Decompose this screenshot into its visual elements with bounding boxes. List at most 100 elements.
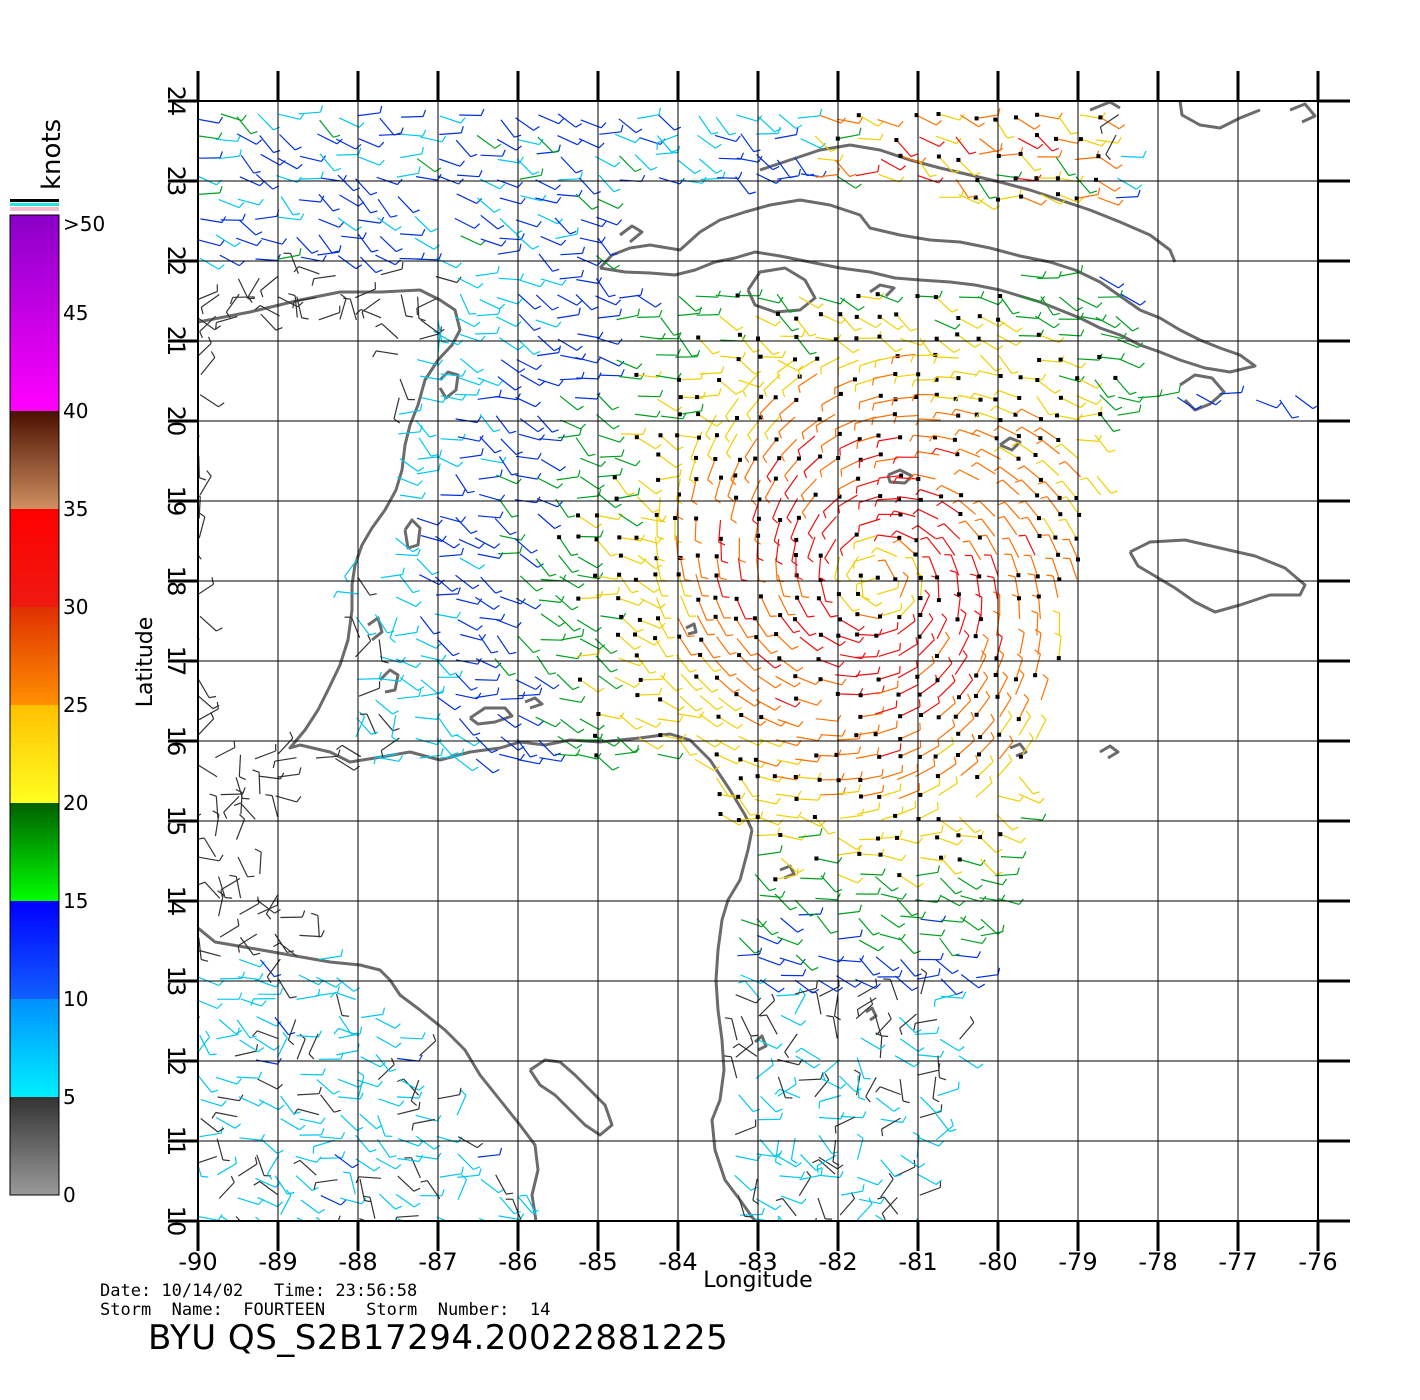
wind-barb (575, 193, 593, 210)
wind-barb (957, 877, 977, 890)
wind-barb-feather (800, 494, 806, 502)
wind-barb (937, 1055, 940, 1078)
x-tick-label: -80 (978, 1248, 1017, 1276)
wind-barb (475, 596, 495, 610)
wind-barb-feather (807, 533, 814, 540)
rain-flag-dot (714, 554, 719, 559)
wind-barb (954, 655, 968, 675)
wind-barb (218, 894, 224, 917)
wind-barb-feather (601, 220, 607, 227)
wind-barb-feather (689, 669, 697, 673)
wind-barb (998, 795, 1020, 802)
wind-barb-feather (599, 590, 604, 598)
wind-barb (755, 759, 778, 767)
wind-barb-feather (1006, 692, 1012, 699)
rain-flag-dot (717, 792, 722, 797)
wind-barb-feather (894, 1173, 902, 1178)
wind-barb-feather (875, 514, 880, 522)
rain-flag-dot (637, 617, 642, 622)
wind-barb-feather (588, 453, 596, 457)
wind-barb-feather (675, 406, 683, 412)
wind-barb-feather (689, 478, 696, 484)
wind-barb (335, 138, 357, 150)
wind-barb (777, 1058, 799, 1066)
wind-barb (918, 1054, 941, 1058)
wind-barb (777, 313, 793, 332)
wind-barb-feather (556, 321, 562, 328)
wind-barb-feather (378, 141, 385, 148)
wind-barb-feather (861, 808, 865, 816)
wind-barb (377, 756, 399, 762)
wind-barb (718, 520, 722, 543)
wind-barb-feather (361, 311, 365, 319)
wind-barb (838, 1075, 856, 1092)
rain-flag-dot (677, 412, 682, 417)
wind-barb-feather (899, 642, 901, 650)
wind-barb-feather (760, 720, 767, 726)
wind-barb (1196, 393, 1216, 406)
rain-flag-dot (694, 455, 698, 460)
wind-barb-feather (816, 755, 822, 763)
rain-flag-dot (818, 677, 823, 682)
wind-barb-feather (560, 595, 565, 603)
wind-barb (795, 698, 818, 706)
wind-barb (800, 138, 821, 149)
wind-barb (737, 796, 751, 816)
wind-barb (498, 456, 513, 476)
wind-barb-feather (476, 692, 482, 700)
wind-barb (374, 613, 388, 634)
wind-barb (1058, 636, 1062, 659)
wind-barb (877, 497, 900, 501)
wind-barb-feather (971, 733, 976, 741)
wind-barb (375, 1017, 396, 1029)
wind-barb (634, 633, 655, 646)
wind-barb (454, 217, 475, 229)
wind-barb-feather (975, 593, 983, 598)
date-time-line: Date: 10/14/02 Time: 23:56:58 (100, 1281, 418, 1301)
wind-barb-feather (1080, 477, 1088, 481)
wind-barb-feather (419, 403, 423, 411)
wind-barb-feather (460, 1089, 467, 1096)
wind-barb (879, 609, 902, 617)
wind-barb-feather (1118, 283, 1125, 289)
coastline (1128, 538, 1307, 614)
wind-barb (514, 537, 532, 554)
wind-barb-feather (1052, 610, 1060, 614)
wind-barb (619, 714, 637, 730)
wind-barb (419, 332, 441, 340)
wind-barb (915, 1018, 938, 1024)
wind-barb (857, 997, 877, 1011)
rain-flag-dot (959, 493, 964, 498)
rain-flag-dot (936, 154, 941, 159)
rain-flag-dot (816, 657, 821, 662)
wind-barb (779, 399, 797, 415)
wind-barb-feather (618, 513, 623, 520)
wind-barb (379, 117, 395, 136)
wind-barb (1024, 500, 1040, 519)
wind-barb (958, 834, 981, 838)
wind-barb-feather (974, 412, 981, 419)
wind-barb (257, 113, 274, 131)
wind-barb-feather (515, 321, 522, 327)
wind-barb (978, 500, 996, 517)
wind-barb (919, 1186, 941, 1196)
wind-barb (265, 894, 279, 915)
y-axis-title: Latitude (133, 617, 158, 708)
wind-barb (837, 837, 857, 851)
wind-barb-feather (379, 105, 383, 113)
wind-barb (873, 398, 896, 405)
wind-barb (217, 1162, 237, 1176)
rain-flag-dot (773, 476, 778, 481)
wind-barb-feather (317, 1030, 322, 1038)
wind-barb (880, 771, 903, 780)
wind-barb-feather (1114, 322, 1121, 329)
rain-flag-dot (918, 596, 923, 601)
wind-barb-feather (834, 1126, 837, 1134)
wind-barb (881, 1196, 898, 1214)
wind-barb (660, 434, 678, 451)
wind-barb (376, 1036, 396, 1049)
wind-barb-feather (1036, 460, 1043, 465)
wind-barb (656, 135, 673, 153)
wind-barb-feather (725, 452, 732, 459)
wind-barb-feather (418, 1140, 424, 1147)
